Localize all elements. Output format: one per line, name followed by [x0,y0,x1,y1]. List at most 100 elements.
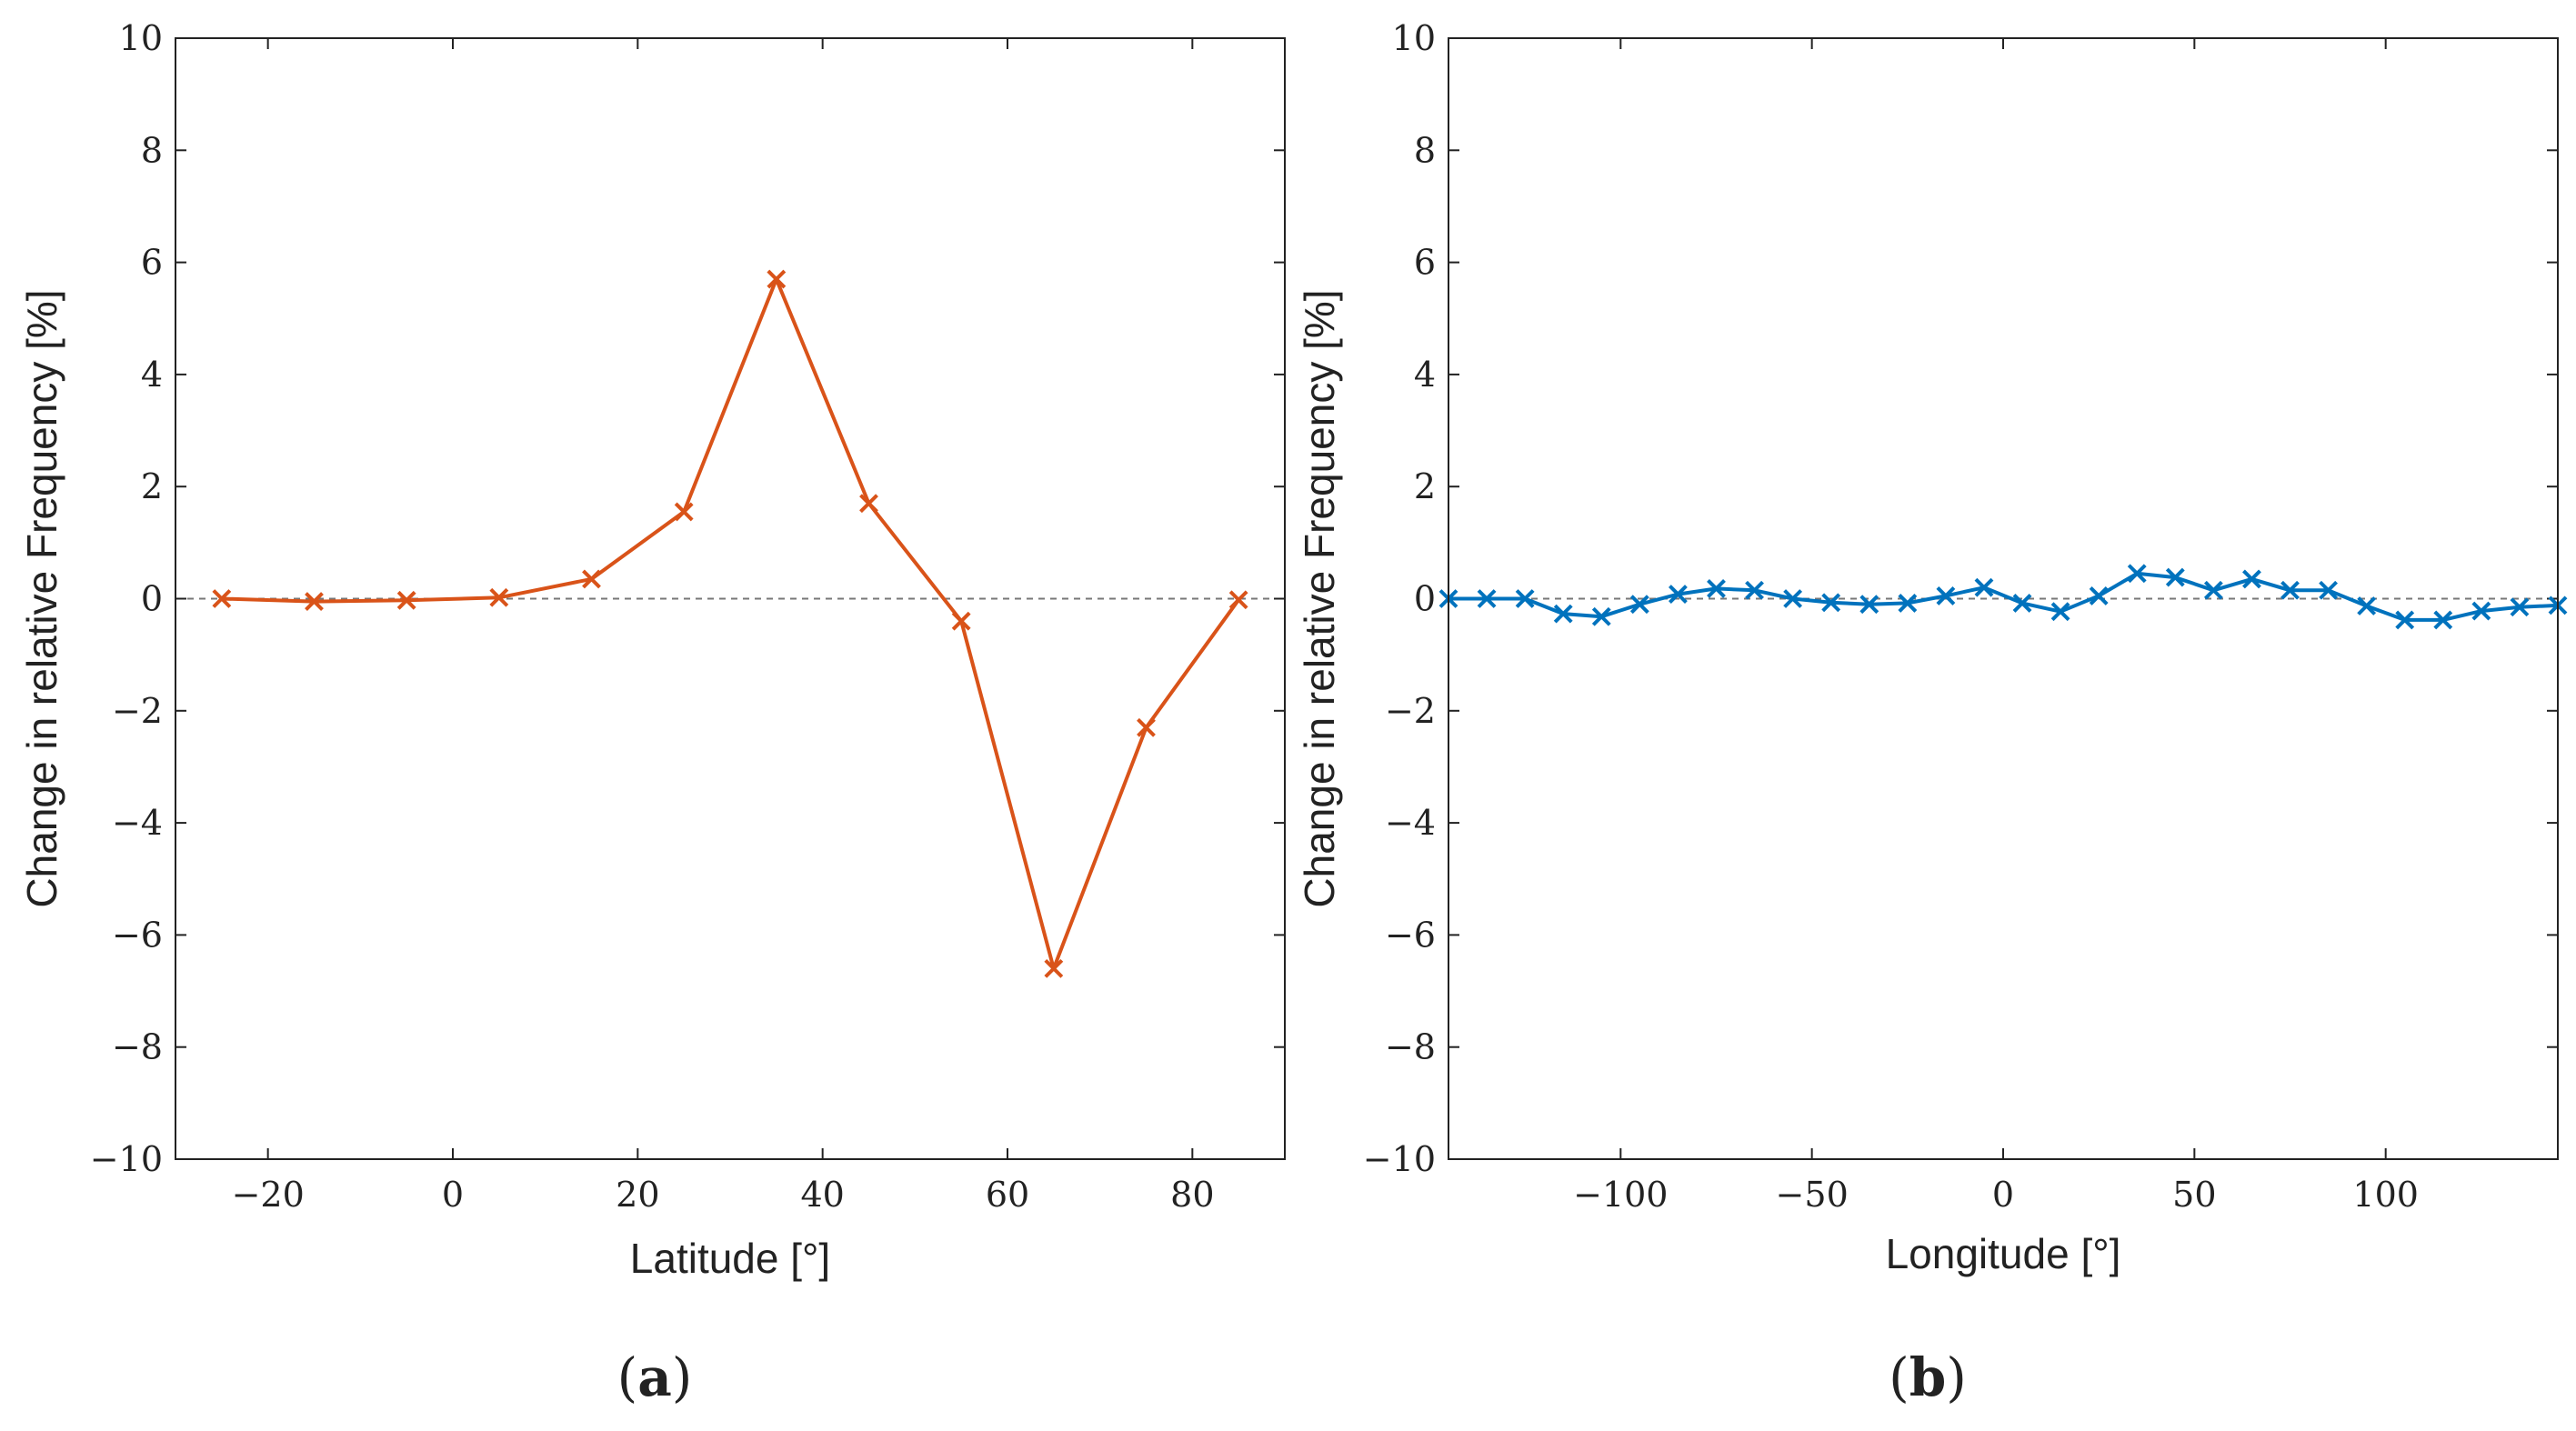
data-point-marker [582,569,601,589]
marker-stroke [1591,606,1611,626]
y-tick-label: −10 [90,1139,163,1179]
marker-stroke [2242,569,2261,589]
data-point-marker [1629,595,1649,615]
y-tick-label: 0 [1414,579,1436,619]
y-tick-label: −4 [1385,803,1436,843]
data-point-marker [2242,569,2261,589]
x-tick-label: 100 [2352,1175,2419,1215]
x-tick-label: 20 [616,1175,659,1215]
data-point-marker [1936,586,1956,605]
data-point-marker [1707,578,1726,598]
marker-stroke [212,589,232,608]
marker-stroke [1228,590,1248,610]
marker-stroke [1668,585,1688,604]
data-point-marker [2203,580,2223,600]
x-tick-label: 40 [800,1175,844,1215]
data-point-marker [1859,595,1879,615]
data-point-marker [2433,610,2453,630]
x-tick-label: 60 [986,1175,1029,1215]
marker-stroke [951,611,971,631]
y-tick-label: −10 [1363,1139,1436,1179]
data-point-marker [1898,594,1918,613]
y-tick-label: 10 [1392,18,1436,58]
y-tick-label: −6 [1385,915,1436,955]
marker-stroke [489,587,509,607]
marker-stroke [674,502,694,522]
data-point-marker [1821,593,1841,613]
data-point-marker [951,611,971,631]
marker-stroke [2012,594,2032,613]
data-point-marker [489,587,509,607]
marker-stroke [2319,580,2339,600]
marker-stroke [1707,578,1726,598]
data-point-marker [2319,580,2339,600]
marker-stroke [1745,580,1764,600]
x-tick-label: −20 [232,1175,305,1215]
marker-stroke [1974,577,1994,597]
data-point-marker [1137,717,1156,737]
data-point-marker [1228,590,1248,610]
x-axis-label-b: Longitude [°] [1886,1230,2121,1277]
y-tick-label: 8 [141,130,163,170]
marker-stroke [396,590,416,610]
markers-b [1438,564,2568,630]
data-point-marker [2395,610,2415,630]
marker-stroke [1553,604,1573,624]
data-point-marker [2510,597,2530,617]
y-tick-label: −8 [1385,1027,1436,1067]
data-point-marker [2357,596,2377,615]
data-point-marker [305,592,324,611]
marker-stroke [2357,596,2377,615]
data-point-marker [767,269,787,289]
marker-stroke [2127,564,2147,584]
panel-label-a: (a) [617,1346,693,1408]
marker-stroke [2165,567,2185,587]
data-point-marker [2012,594,2032,613]
data-point-marker [212,589,232,608]
data-point-marker [2050,602,2070,622]
marker-stroke [767,269,787,289]
y-tick-label: 8 [1414,130,1436,170]
data-point-marker [859,494,878,514]
x-tick-label: −100 [1573,1175,1668,1215]
data-point-marker [1044,958,1064,978]
y-tick-label: −2 [112,691,163,731]
data-point-marker [396,590,416,610]
markers-a [212,269,1248,978]
data-point-marker [2089,586,2109,605]
panel-label-b: (b) [1889,1346,1967,1408]
x-tick-label: −50 [1776,1175,1849,1215]
x-tick-label: 50 [2172,1175,2216,1215]
marker-stroke [1859,595,1879,615]
y-tick-label: 2 [1414,466,1436,506]
panel-letter-a: a [637,1346,672,1408]
series-line-longitude [1448,571,2559,622]
marker-stroke [2395,610,2415,630]
data-point-marker [2471,601,2491,621]
panel-letter-b: b [1909,1346,1947,1408]
marker-stroke [2433,610,2453,630]
marker-stroke [1044,958,1064,978]
data-point-marker [1745,580,1764,600]
axes-frame-a [175,37,1286,1160]
marker-stroke [1898,594,1918,613]
marker-stroke [2089,586,2109,605]
y-tick-label: 10 [119,18,163,58]
data-point-marker [2165,567,2185,587]
y-tick-label: −8 [112,1027,163,1067]
data-point-marker [1974,577,1994,597]
y-tick-label: 2 [141,466,163,506]
y-axis-label-a: Change in relative Frequency [%] [18,289,65,907]
marker-stroke [2280,580,2300,600]
marker-stroke [1936,586,1956,605]
marker-stroke [1137,717,1156,737]
data-point-marker [2280,580,2300,600]
y-tick-label: 4 [141,355,163,395]
data-point-marker [1668,585,1688,604]
y-tick-label: 6 [141,243,163,283]
marker-stroke [1477,589,1497,608]
y-tick-label: 4 [1414,355,1436,395]
